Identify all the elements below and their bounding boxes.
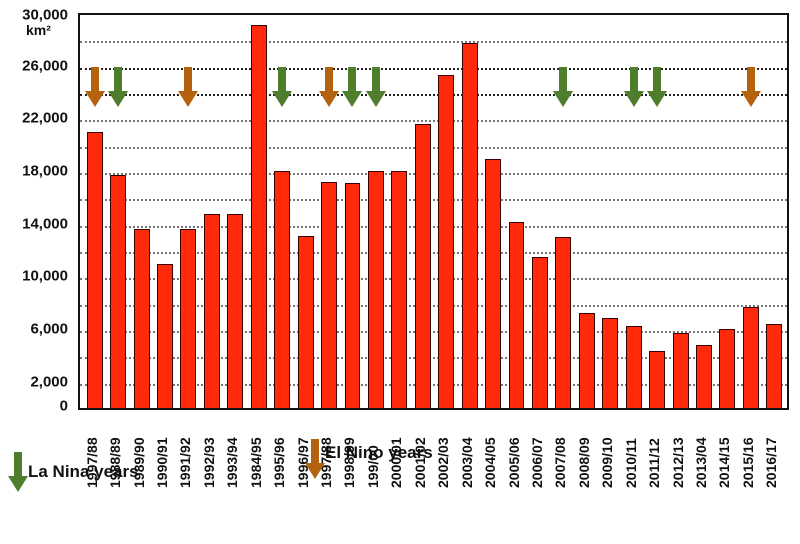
plot-area (78, 13, 789, 410)
x-tick-label: 2003/04 (458, 437, 475, 488)
el-nino-arrow-icon (178, 66, 199, 107)
bar (555, 236, 572, 408)
y-tick-label: 14,000 (22, 215, 68, 233)
gridline (80, 383, 787, 386)
la-nina-arrow-icon (8, 452, 28, 492)
gridline (80, 252, 787, 254)
bar (250, 24, 267, 408)
bar (461, 43, 478, 408)
x-tick-label: 2006/07 (528, 437, 545, 488)
bar (672, 332, 689, 408)
gridline (80, 199, 787, 202)
la-nina-arrow-icon (365, 66, 386, 107)
el-nino-arrow-icon (740, 66, 761, 107)
bar (391, 171, 408, 408)
bar (766, 323, 783, 408)
gridline (80, 225, 787, 228)
el-nino-arrow-icon (84, 66, 105, 107)
gridline (80, 41, 787, 44)
x-tick-label: 2008/09 (575, 437, 592, 488)
bar (485, 159, 502, 408)
x-tick-label: 2012/13 (669, 437, 686, 488)
bar (133, 228, 150, 408)
bar (625, 326, 642, 408)
x-tick-label: 1990/91 (154, 437, 171, 488)
y-tick-label: 22,000 (22, 109, 68, 127)
y-axis-unit: km² (26, 22, 51, 38)
x-tick-label: 2009/10 (599, 437, 616, 488)
legend-label: El Nino years (325, 443, 433, 462)
bar (742, 306, 759, 408)
x-tick-label: 2004/05 (482, 437, 499, 488)
y-tick-label: 18,000 (22, 162, 68, 180)
bar (649, 351, 666, 408)
x-tick-label: 2007/08 (552, 437, 569, 488)
bar (274, 171, 291, 408)
bar (86, 131, 103, 408)
bar (414, 123, 431, 408)
x-tick-label: 2002/03 (435, 437, 452, 488)
y-tick-label: 30,000 (22, 6, 68, 24)
gridline (80, 304, 787, 307)
la-nina-arrow-icon (342, 66, 363, 107)
gridline (80, 67, 787, 70)
x-tick-label: 2014/15 (716, 437, 733, 488)
gridline (80, 173, 787, 175)
legend-el-nino: El Nino years (305, 439, 433, 479)
y-tick-label: 26,000 (22, 57, 68, 75)
gridline (80, 120, 787, 123)
el-nino-arrow-icon (319, 66, 340, 107)
y-tick-label: 6,000 (30, 320, 68, 338)
bar (227, 214, 244, 408)
bar (719, 329, 736, 408)
gridline (80, 278, 787, 281)
y-tick-label: 10,000 (22, 267, 68, 285)
gridline (80, 94, 787, 96)
x-tick-label: 2011/12 (646, 438, 663, 488)
x-tick-label: 2013/04 (692, 437, 709, 488)
bar (696, 344, 712, 408)
x-tick-label: 2016/17 (763, 437, 780, 488)
bar (180, 228, 197, 408)
la-nina-arrow-icon (272, 66, 293, 107)
bar (344, 182, 361, 408)
la-nina-arrow-icon (623, 66, 644, 107)
legend-label: La Nina years (28, 462, 139, 481)
bar (110, 174, 127, 408)
bar (438, 74, 455, 408)
y-tick-label: 0 (59, 397, 68, 415)
gridline (80, 331, 787, 333)
la-nina-arrow-icon (553, 66, 574, 107)
legend-la-nina: La Nina years (8, 452, 139, 492)
y-tick-label: 2,000 (30, 373, 68, 391)
x-tick-label: 1991/92 (177, 437, 194, 488)
la-nina-arrow-icon (108, 66, 129, 107)
bar (508, 222, 525, 408)
x-tick-label: 1984/95 (247, 437, 264, 488)
el-nino-arrow-icon (305, 439, 325, 479)
bar (367, 171, 384, 408)
bar (531, 256, 548, 408)
x-tick-label: 2005/06 (505, 437, 522, 488)
x-tick-label: 1993/94 (224, 437, 241, 488)
bar (157, 264, 173, 408)
x-tick-label: 2015/16 (739, 437, 756, 488)
gridline (80, 357, 787, 360)
bar (602, 318, 619, 408)
x-tick-label: 1992/93 (200, 437, 217, 488)
x-tick-label: 2010/11 (622, 438, 639, 488)
la-nina-arrow-icon (647, 66, 668, 107)
bar (578, 313, 595, 408)
gridline (80, 146, 787, 149)
bar (321, 181, 337, 408)
bar (203, 214, 220, 408)
bar (297, 235, 314, 408)
x-tick-label: 1995/96 (271, 437, 288, 488)
